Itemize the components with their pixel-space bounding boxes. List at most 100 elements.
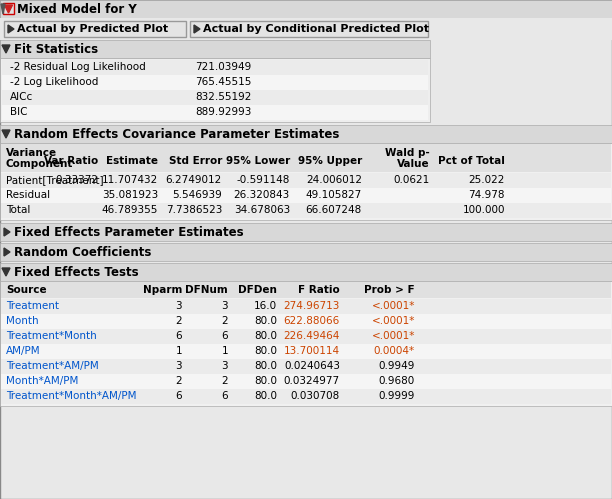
Text: 889.92993: 889.92993 <box>195 107 252 117</box>
Text: Random Effects Covariance Parameter Estimates: Random Effects Covariance Parameter Esti… <box>14 128 340 141</box>
Bar <box>1 188 611 203</box>
Text: 3: 3 <box>176 361 182 371</box>
Text: -2 Residual Log Likelihood: -2 Residual Log Likelihood <box>10 62 146 72</box>
Text: 13.700114: 13.700114 <box>284 346 340 356</box>
Text: 1: 1 <box>222 346 228 356</box>
Bar <box>0 58 430 122</box>
Text: 46.789355: 46.789355 <box>102 205 158 215</box>
Text: 0.030708: 0.030708 <box>291 391 340 401</box>
Text: Total: Total <box>6 205 31 215</box>
Text: <.0001*: <.0001* <box>371 301 415 311</box>
Text: Actual by Predicted Plot: Actual by Predicted Plot <box>17 24 168 34</box>
Bar <box>0 0 612 18</box>
Text: Prob > F: Prob > F <box>364 285 415 295</box>
Text: 226.49464: 226.49464 <box>283 331 340 341</box>
Text: 0.0004*: 0.0004* <box>374 346 415 356</box>
Bar <box>0 281 612 406</box>
Text: 11.707432: 11.707432 <box>102 175 158 185</box>
Text: 6: 6 <box>176 391 182 401</box>
Bar <box>0 40 430 58</box>
Bar <box>1 144 611 172</box>
Polygon shape <box>194 25 200 33</box>
Text: 49.105827: 49.105827 <box>306 190 362 200</box>
Text: Treatment*Month*AM/PM: Treatment*Month*AM/PM <box>6 391 136 401</box>
Text: Nparm: Nparm <box>143 285 182 295</box>
Text: 80.0: 80.0 <box>254 361 277 371</box>
Text: AM/PM: AM/PM <box>6 346 40 356</box>
Bar <box>190 21 428 37</box>
Text: 832.55192: 832.55192 <box>195 92 252 102</box>
Bar <box>2 75 428 90</box>
Bar <box>0 223 612 241</box>
Bar <box>0 143 612 220</box>
Polygon shape <box>4 248 10 256</box>
Text: F Ratio: F Ratio <box>298 285 340 295</box>
Text: 2: 2 <box>222 376 228 386</box>
Bar <box>4 21 186 37</box>
Text: 0.9999: 0.9999 <box>379 391 415 401</box>
Text: Month: Month <box>6 316 39 326</box>
Bar <box>1 299 611 314</box>
Polygon shape <box>2 130 10 138</box>
Bar <box>1 359 611 374</box>
Text: Std Error: Std Error <box>169 156 222 166</box>
Text: 2: 2 <box>222 316 228 326</box>
Text: 3: 3 <box>222 361 228 371</box>
Text: 0.9680: 0.9680 <box>379 376 415 386</box>
Text: -2 Log Likelihood: -2 Log Likelihood <box>10 77 99 87</box>
Text: Treatment*Month: Treatment*Month <box>6 331 97 341</box>
Text: 6: 6 <box>222 331 228 341</box>
Text: 274.96713: 274.96713 <box>283 301 340 311</box>
Polygon shape <box>2 45 10 53</box>
Text: 100.000: 100.000 <box>463 205 505 215</box>
Text: Treatment: Treatment <box>6 301 59 311</box>
Text: 34.678063: 34.678063 <box>234 205 290 215</box>
Text: 80.0: 80.0 <box>254 346 277 356</box>
Text: Component: Component <box>6 159 73 169</box>
Text: 0.33372: 0.33372 <box>55 175 98 185</box>
Text: 0.0324977: 0.0324977 <box>284 376 340 386</box>
Text: 0.0621: 0.0621 <box>394 175 430 185</box>
Text: 0.0240643: 0.0240643 <box>284 361 340 371</box>
Text: 24.006012: 24.006012 <box>306 175 362 185</box>
Text: 26.320843: 26.320843 <box>234 190 290 200</box>
Polygon shape <box>4 228 10 236</box>
Text: Var Ratio: Var Ratio <box>43 156 98 166</box>
Text: 95% Lower: 95% Lower <box>226 156 290 166</box>
Text: Actual by Conditional Predicted Plot: Actual by Conditional Predicted Plot <box>203 24 429 34</box>
Text: 2: 2 <box>176 316 182 326</box>
Text: 66.607248: 66.607248 <box>306 205 362 215</box>
Text: Mixed Model for Y: Mixed Model for Y <box>17 2 136 15</box>
Bar <box>0 243 612 261</box>
Text: DFNum: DFNum <box>185 285 228 295</box>
Text: Estimate: Estimate <box>106 156 158 166</box>
Text: DFDen: DFDen <box>238 285 277 295</box>
Text: Fixed Effects Parameter Estimates: Fixed Effects Parameter Estimates <box>14 226 244 239</box>
Text: Source: Source <box>6 285 47 295</box>
Text: Fixed Effects Tests: Fixed Effects Tests <box>14 265 139 278</box>
Text: 622.88066: 622.88066 <box>284 316 340 326</box>
Text: Fit Statistics: Fit Statistics <box>14 42 98 55</box>
Text: 3: 3 <box>222 301 228 311</box>
Text: 16.0: 16.0 <box>254 301 277 311</box>
Text: 6.2749012: 6.2749012 <box>166 175 222 185</box>
Text: <.0001*: <.0001* <box>371 316 415 326</box>
Text: 1: 1 <box>176 346 182 356</box>
Text: 25.022: 25.022 <box>469 175 505 185</box>
Bar <box>0 18 612 40</box>
Text: BIC: BIC <box>10 107 28 117</box>
Text: 5.546939: 5.546939 <box>172 190 222 200</box>
Text: 3: 3 <box>176 301 182 311</box>
Text: 35.081923: 35.081923 <box>102 190 158 200</box>
Bar <box>2 105 428 120</box>
Bar <box>2 90 428 105</box>
Bar <box>1 374 611 389</box>
Text: 7.7386523: 7.7386523 <box>166 205 222 215</box>
Polygon shape <box>1 4 5 14</box>
Polygon shape <box>2 268 10 276</box>
Text: 2: 2 <box>176 376 182 386</box>
Text: 765.45515: 765.45515 <box>195 77 252 87</box>
Text: Wald p-: Wald p- <box>385 148 430 158</box>
Bar <box>0 263 612 281</box>
Bar <box>1 389 611 404</box>
